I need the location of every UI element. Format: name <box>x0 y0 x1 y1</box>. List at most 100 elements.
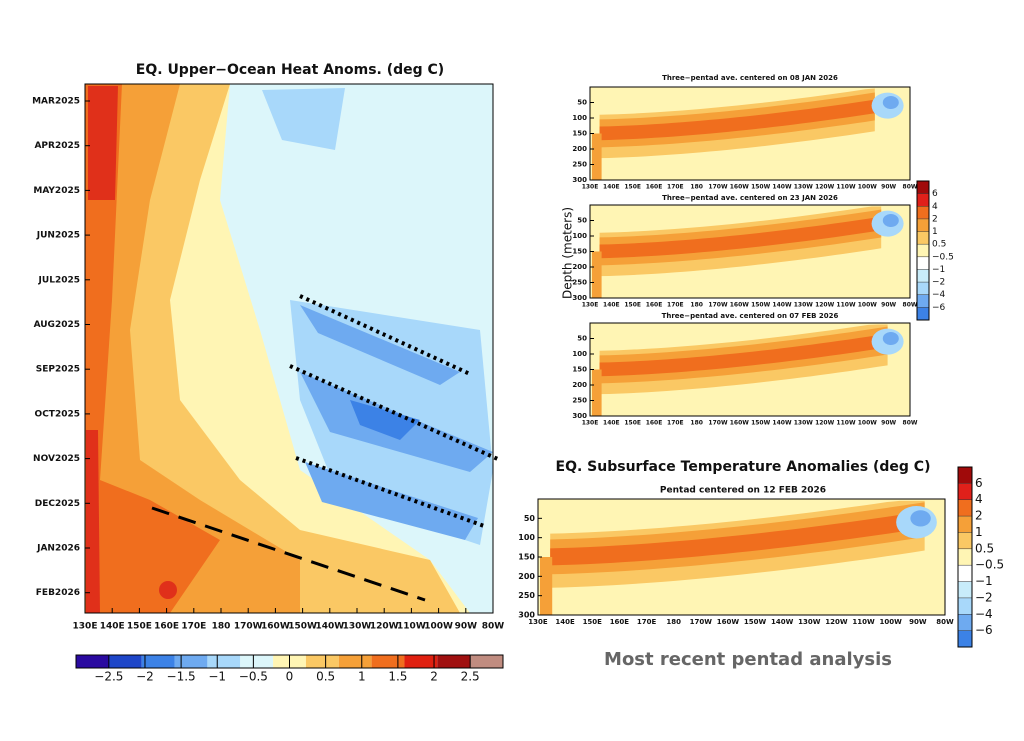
x-tick-label: 160E <box>646 420 663 427</box>
x-tick-label: 170W <box>708 420 728 427</box>
x-tick-label: 140E <box>100 622 125 632</box>
y-tick-label: 50 <box>577 335 587 343</box>
x-tick-label: 80W <box>903 420 918 427</box>
x-tick-label: 140E <box>555 618 575 626</box>
panel-title: Three−pentad ave. centered on 07 FEB 202… <box>662 312 839 320</box>
colorbar-box <box>958 597 972 615</box>
field-patch <box>882 95 899 110</box>
colorbar-box <box>958 581 972 598</box>
x-tick-label: 90W <box>455 622 478 632</box>
colorbar-label: −2 <box>975 590 993 604</box>
colorbar-label: 4 <box>975 492 983 506</box>
colorbar-box <box>917 256 929 270</box>
x-tick-label: 130E <box>528 618 548 626</box>
x-tick-label: 170E <box>667 184 684 191</box>
colorbar-label: −2.5 <box>94 670 123 684</box>
field-patch <box>592 369 602 416</box>
colorbar-box <box>470 655 503 668</box>
x-tick-label: 150W <box>288 622 317 632</box>
y-tick-label: 100 <box>572 350 587 358</box>
colorbar-box <box>958 548 972 566</box>
y-tick-label: 200 <box>572 145 587 153</box>
colorbar-box <box>958 499 972 517</box>
colorbar-label: 1 <box>932 227 938 237</box>
x-tick-label: 140W <box>771 618 794 626</box>
colorbar-box <box>207 655 241 668</box>
colorbar-box <box>240 655 274 668</box>
y-tick-label: JUN2025 <box>36 231 80 241</box>
x-tick-label: 130E <box>582 420 599 427</box>
colorbar-box <box>338 655 372 668</box>
colorbar-box <box>174 655 208 668</box>
colorbar-label: −1 <box>208 670 226 684</box>
x-tick-label: 130E <box>582 184 599 191</box>
x-tick-label: 180 <box>666 618 681 626</box>
colorbar-box <box>404 655 438 668</box>
colorbar-label: 4 <box>932 202 938 212</box>
x-tick-label: 160W <box>717 618 740 626</box>
field-patch <box>882 331 899 346</box>
colorbar-label: −0.5 <box>239 670 268 684</box>
x-tick-label: 120W <box>815 184 835 191</box>
colorbar-label: 2.5 <box>461 670 480 684</box>
y-tick-label: 250 <box>572 397 587 405</box>
field-patch <box>882 213 899 228</box>
x-tick-label: 170E <box>667 302 684 309</box>
colorbar-label: −1 <box>975 574 993 588</box>
y-tick-label: MAY2025 <box>33 186 80 196</box>
x-tick-label: 170W <box>690 618 713 626</box>
y-tick-label: 300 <box>518 611 535 620</box>
x-tick-label: 110W <box>852 618 875 626</box>
x-tick-label: 150W <box>751 302 771 309</box>
x-tick-label: 170W <box>234 622 263 632</box>
field-patch <box>592 133 602 180</box>
colorbar-frame <box>916 180 930 321</box>
colorbar-label: 0.5 <box>975 541 994 555</box>
latest-subtitle: Pentad centered on 12 FEB 2026 <box>660 486 826 496</box>
y-tick-label: APR2025 <box>34 141 80 151</box>
colorbar-frame <box>75 654 504 669</box>
x-tick-label: 160E <box>154 622 179 632</box>
y-tick-label: MAR2025 <box>32 97 80 107</box>
y-tick-label: DEC2025 <box>35 499 80 509</box>
x-tick-label: 130W <box>794 184 814 191</box>
x-tick-label: 150E <box>624 302 641 309</box>
colorbar-box <box>958 565 972 582</box>
x-tick-label: 160W <box>261 622 290 632</box>
colorbar-box <box>958 483 972 500</box>
y-tick-label: SEP2025 <box>36 365 80 375</box>
x-tick-label: 160E <box>646 184 663 191</box>
colorbar-label: −1 <box>932 265 945 275</box>
colorbar-box <box>108 655 142 668</box>
x-tick-label: 180 <box>690 302 703 309</box>
y-tick-label: AUG2025 <box>34 320 80 330</box>
x-tick-label: 180 <box>212 622 231 632</box>
panel-title: Three−pentad ave. centered on 23 JAN 202… <box>662 194 838 202</box>
y-tick-label: JAN2026 <box>36 544 80 554</box>
x-tick-label: 90W <box>881 420 896 427</box>
x-tick-label: 170W <box>708 184 728 191</box>
colorbar-label: 0 <box>286 670 294 684</box>
colorbar-box <box>917 193 929 207</box>
x-tick-label: 120W <box>815 420 835 427</box>
colorbar-label: 6 <box>975 476 983 490</box>
field-band <box>599 333 888 377</box>
colorbar-frame <box>957 466 973 648</box>
field-band <box>599 216 882 259</box>
x-tick-label: 160E <box>610 618 630 626</box>
field-band <box>599 99 875 141</box>
hovmoller-field <box>84 83 501 614</box>
y-tick-label: 200 <box>572 263 587 271</box>
x-tick-label: 110W <box>836 420 856 427</box>
y-tick-label: 300 <box>572 294 587 302</box>
x-tick-label: 130E <box>582 302 599 309</box>
x-tick-label: 140W <box>772 420 792 427</box>
colorbar-box <box>76 655 109 668</box>
colorbar-box <box>917 294 929 308</box>
x-tick-label: 150W <box>744 618 767 626</box>
colorbar-label: 2 <box>932 214 938 224</box>
colorbar-box <box>958 516 972 533</box>
x-tick-label: 120W <box>370 622 399 632</box>
